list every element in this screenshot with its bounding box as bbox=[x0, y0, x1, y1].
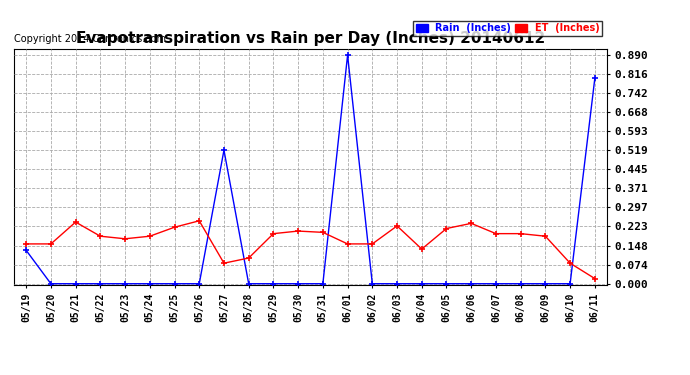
Title: Evapotranspiration vs Rain per Day (Inches) 20140612: Evapotranspiration vs Rain per Day (Inch… bbox=[76, 31, 545, 46]
Legend: Rain  (Inches), ET  (Inches): Rain (Inches), ET (Inches) bbox=[413, 21, 602, 36]
Text: Copyright 2014 Cartronics.com: Copyright 2014 Cartronics.com bbox=[14, 34, 166, 44]
